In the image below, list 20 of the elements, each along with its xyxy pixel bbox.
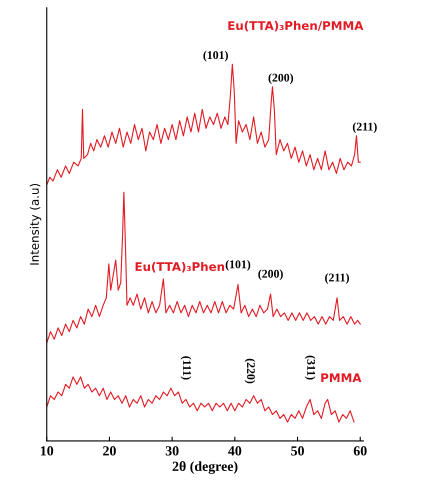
series-label: Eu(TTA)₃Phen xyxy=(136,262,224,272)
series-label: PMMA xyxy=(321,373,362,382)
annotation: (200) xyxy=(258,269,283,280)
annotation: (211) xyxy=(325,273,349,284)
text: Eu(TTA)₃Phen/PMMA xyxy=(228,20,364,32)
x-tick-label: 50 xyxy=(291,446,304,456)
x-tick-label: 20 xyxy=(103,446,116,456)
x-axis-title: 2θ (degree) xyxy=(172,461,238,474)
annotation: (220) xyxy=(244,358,256,384)
y-axis-title: Intensity (a.u) xyxy=(30,184,42,265)
annotation: (200) xyxy=(268,73,294,84)
annotation: (111) xyxy=(180,356,192,380)
x-tick-label: 30 xyxy=(166,446,179,456)
x-tick-label: 10 xyxy=(40,446,54,456)
x-tick-label: 40 xyxy=(228,446,242,456)
annotation: (101) xyxy=(203,50,228,62)
annotation: (101) xyxy=(226,260,250,271)
annotation: (311) xyxy=(304,356,316,380)
annotation: (211) xyxy=(352,122,377,134)
x-tick-label: 60 xyxy=(354,446,367,456)
